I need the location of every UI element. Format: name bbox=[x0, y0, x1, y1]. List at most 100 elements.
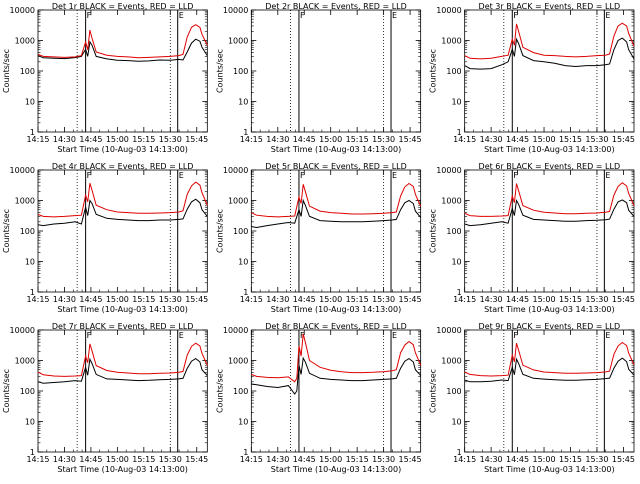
chart-panel-5: Det 5r BLACK = Events, RED = LLD 1 10 100 10… bbox=[215, 162, 421, 314]
flag-label: F bbox=[87, 11, 92, 20]
plot-frame bbox=[464, 169, 635, 293]
flag-label: E bbox=[392, 171, 397, 180]
x-tick-label: 15:30 bbox=[159, 295, 182, 304]
x-tick-label: 15:00 bbox=[106, 135, 129, 144]
x-tick-label: 15:45 bbox=[612, 295, 635, 304]
series-line-lld bbox=[464, 182, 635, 217]
y-tick-label: 1 bbox=[30, 128, 35, 137]
series-line-lld bbox=[464, 22, 635, 60]
plot-frame bbox=[464, 329, 635, 453]
y-tick-label: 1 bbox=[457, 288, 462, 297]
chart-panel-4: Det 4r BLACK = Events, RED = LLD 1 10 100 10… bbox=[2, 162, 208, 314]
series-line-lld bbox=[37, 181, 208, 218]
y-tick-label: 10000 bbox=[10, 166, 35, 175]
y-tick-label: 10 bbox=[451, 98, 461, 107]
x-tick-label: 15:00 bbox=[106, 455, 129, 464]
chart-title: Det 1r BLACK = Events, RED = LLD bbox=[52, 2, 194, 11]
x-tick-label: 15:00 bbox=[533, 135, 556, 144]
y-tick-label: 10 bbox=[451, 418, 461, 427]
x-tick-label: 14:15 bbox=[240, 295, 263, 304]
y-tick-label: 1000 bbox=[15, 357, 35, 366]
x-axis-label: Start Time (10-Aug-03 14:13:00) bbox=[57, 465, 188, 474]
chart-panel-1: Det 1r BLACK = Events, RED = LLD 1 10 100 10… bbox=[2, 2, 208, 154]
y-tick-label: 1000 bbox=[228, 197, 248, 206]
series-line-events bbox=[251, 198, 422, 229]
chart-panel-2: Det 2r BLACK = Events, RED = LLD 1 10 100 10… bbox=[215, 2, 421, 154]
series-line-events bbox=[464, 37, 635, 70]
x-tick-label: 14:45 bbox=[293, 295, 316, 304]
x-tick-label: 15:30 bbox=[159, 135, 182, 144]
x-tick-label: 15:15 bbox=[346, 135, 369, 144]
y-tick-label: 100 bbox=[20, 227, 35, 236]
y-tick-label: 10 bbox=[25, 98, 35, 107]
x-tick-label: 14:15 bbox=[26, 135, 49, 144]
y-tick-label: 10000 bbox=[223, 6, 248, 15]
x-tick-label: 15:15 bbox=[559, 135, 582, 144]
y-tick-label: 100 bbox=[446, 227, 461, 236]
chart-title: Det 7r BLACK = Events, RED = LLD bbox=[52, 322, 194, 331]
flag-label: F bbox=[300, 171, 305, 180]
y-axis-label: Counts/sec bbox=[2, 209, 11, 253]
y-tick-label: 10000 bbox=[436, 166, 461, 175]
x-axis-label: Start Time (10-Aug-03 14:13:00) bbox=[271, 465, 402, 474]
flag-label: F bbox=[87, 331, 92, 340]
flag-label: E bbox=[179, 11, 184, 20]
y-tick-label: 10000 bbox=[10, 6, 35, 15]
x-tick-label: 15:15 bbox=[132, 135, 155, 144]
y-tick-label: 1 bbox=[243, 128, 248, 137]
series-line-events bbox=[464, 357, 635, 383]
y-tick-label: 1000 bbox=[441, 357, 461, 366]
flag-label: E bbox=[605, 11, 610, 20]
x-tick-label: 15:30 bbox=[372, 455, 395, 464]
y-tick-label: 10000 bbox=[223, 166, 248, 175]
chart-panel-7: Det 7r BLACK = Events, RED = LLD 1 10 100 10… bbox=[2, 322, 208, 474]
y-axis-label: Counts/sec bbox=[429, 369, 438, 413]
x-tick-label: 14:15 bbox=[453, 455, 476, 464]
x-tick-label: 14:15 bbox=[453, 295, 476, 304]
x-tick-label: 14:45 bbox=[506, 295, 529, 304]
x-tick-label: 14:30 bbox=[266, 295, 289, 304]
x-tick-label: 15:15 bbox=[346, 295, 369, 304]
x-axis-label: Start Time (10-Aug-03 14:13:00) bbox=[271, 305, 402, 314]
x-tick-label: 15:45 bbox=[399, 455, 422, 464]
x-tick-label: 15:15 bbox=[559, 295, 582, 304]
plot-frame bbox=[464, 9, 635, 133]
flag-label: F bbox=[513, 11, 518, 20]
chart-title: Det 8r BLACK = Events, RED = LLD bbox=[265, 322, 407, 331]
x-tick-label: 14:45 bbox=[79, 135, 102, 144]
x-tick-label: 15:15 bbox=[346, 455, 369, 464]
y-tick-label: 1 bbox=[30, 448, 35, 457]
x-tick-label: 15:45 bbox=[185, 135, 208, 144]
y-tick-label: 100 bbox=[233, 227, 248, 236]
y-tick-label: 10000 bbox=[223, 326, 248, 335]
flag-label: E bbox=[605, 171, 610, 180]
flag-label: E bbox=[179, 171, 184, 180]
plot-frame bbox=[250, 169, 422, 293]
series-line-lld bbox=[37, 342, 208, 377]
y-axis-label: Counts/sec bbox=[429, 209, 438, 253]
y-axis-label: Counts/sec bbox=[429, 49, 438, 93]
series-line-events bbox=[37, 38, 208, 62]
series-line-lld bbox=[37, 24, 208, 59]
flag-label: E bbox=[392, 11, 397, 20]
y-tick-label: 100 bbox=[446, 67, 461, 76]
x-tick-label: 15:30 bbox=[585, 455, 608, 464]
y-tick-label: 1000 bbox=[15, 37, 35, 46]
x-tick-label: 14:30 bbox=[53, 455, 76, 464]
y-tick-label: 100 bbox=[20, 387, 35, 396]
y-tick-label: 100 bbox=[446, 387, 461, 396]
x-tick-label: 15:15 bbox=[132, 295, 155, 304]
x-tick-label: 15:00 bbox=[319, 455, 342, 464]
chart-title: Det 6r BLACK = Events, RED = LLD bbox=[479, 162, 621, 171]
plot-frame bbox=[37, 9, 208, 133]
y-tick-label: 1000 bbox=[15, 197, 35, 206]
series-line-events bbox=[464, 198, 635, 227]
x-tick-label: 15:45 bbox=[612, 455, 635, 464]
x-tick-label: 14:45 bbox=[79, 295, 102, 304]
x-tick-label: 15:00 bbox=[319, 135, 342, 144]
chart-title: Det 2r BLACK = Events, RED = LLD bbox=[265, 2, 407, 11]
flag-label: E bbox=[392, 331, 397, 340]
x-tick-label: 14:30 bbox=[480, 455, 503, 464]
x-tick-label: 15:30 bbox=[372, 295, 395, 304]
